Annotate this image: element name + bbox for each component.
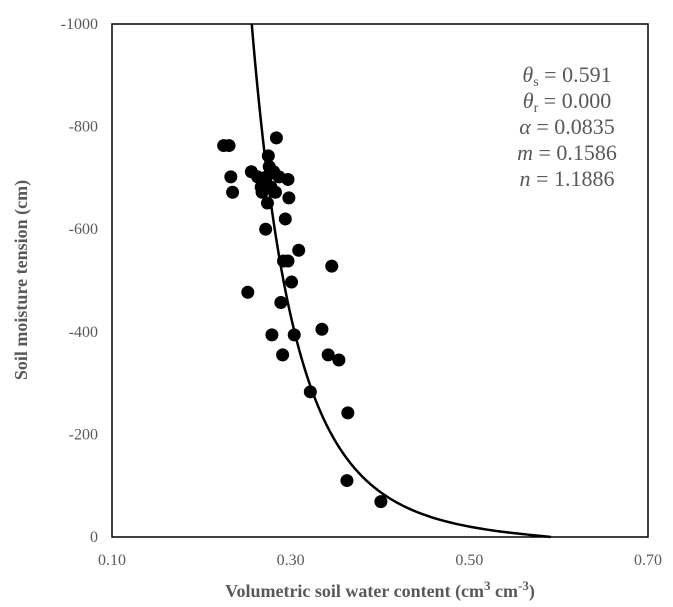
data-point [259,222,273,236]
data-point [269,131,283,145]
fitted-curve [250,23,552,539]
y-tick-label: -600 [69,221,98,238]
data-point [325,259,339,273]
data-point [332,353,346,367]
data-point [226,185,240,199]
data-point [251,170,265,184]
annotation-line: θr = 0.000 [523,88,611,116]
data-point [261,149,275,163]
y-tick-label: 0 [90,529,98,546]
tick-labels: 0.10 0.30 0.50 0.70 -1000 -800 -600 -400 -200 0 [61,16,662,569]
annotation-line: θs = 0.591 [522,62,611,90]
annotation-line: n = 1.1886 [520,166,615,191]
fitted-curve-group [250,23,552,539]
data-point [287,328,301,342]
data-point [241,285,255,299]
data-point [303,385,317,399]
data-point [285,275,299,289]
annotation-line: α = 0.0835 [519,114,614,139]
data-point [274,296,288,310]
x-tick-label: 0.50 [455,552,483,569]
data-point [281,254,295,268]
x-tick-label: 0.70 [634,552,662,569]
y-tick-label: -400 [69,324,98,341]
data-point [282,191,296,205]
data-point [268,185,282,199]
x-tick-label: 0.10 [98,552,126,569]
data-point [224,170,238,184]
x-tick-label: 0.30 [277,552,305,569]
data-points [217,131,388,509]
y-tick-label: -800 [69,119,98,136]
data-point [281,172,295,186]
data-point [374,495,388,509]
plot-area [111,23,649,538]
data-point [340,474,354,488]
data-point [278,212,292,226]
data-point [341,406,355,420]
y-tick-label: -200 [69,426,98,443]
data-point [260,196,274,210]
data-point [292,243,306,257]
data-point [321,348,335,362]
data-point [222,139,236,153]
y-axis-title: Soil moisture tension (cm) [11,180,32,380]
y-tick-label: -1000 [61,16,98,33]
data-point [276,348,290,362]
data-point [265,328,279,342]
x-axis-title: Volumetric soil water content (cm3 cm-3) [225,578,535,602]
annotation-line: m = 0.1586 [517,140,617,165]
data-point [315,322,329,336]
